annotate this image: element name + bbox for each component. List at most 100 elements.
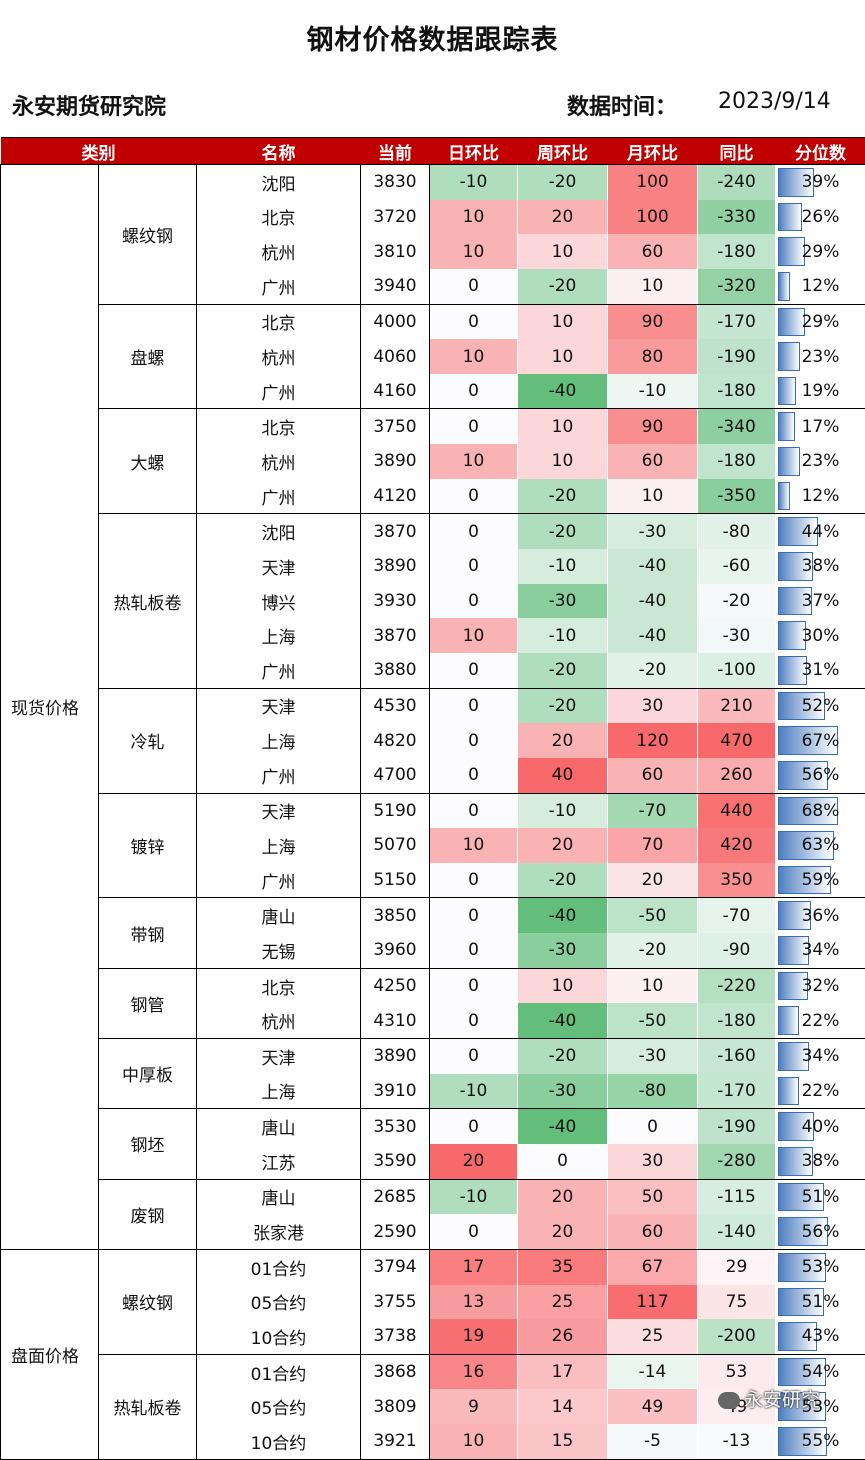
percentile-cell: 39% (776, 165, 865, 200)
weekly-change-cell: 20 (518, 200, 608, 235)
monthly-change-cell: -40 (608, 584, 698, 619)
weekly-change-cell: -30 (518, 933, 608, 968)
product-group-label: 钢坯 (99, 1109, 197, 1179)
product-group-label: 大螺 (99, 409, 197, 514)
percentile-value: 23% (802, 451, 840, 471)
percentile-cell: 26% (776, 200, 865, 235)
percentile-cell: 59% (776, 863, 865, 898)
monthly-change-cell: -40 (608, 618, 698, 653)
current-price: 3830 (361, 165, 430, 200)
percentile-value: 22% (802, 1081, 840, 1101)
weekly-change-cell: 10 (518, 444, 608, 479)
current-price: 3738 (361, 1319, 430, 1354)
current-price: 3810 (361, 234, 430, 269)
location-name: 北京 (197, 409, 361, 444)
monthly-change-cell: 60 (608, 758, 698, 793)
current-price: 3809 (361, 1389, 430, 1424)
weekly-change-cell: -20 (518, 653, 608, 688)
header-daily-change: 日环比 (430, 138, 518, 165)
percentile-cell: 53% (776, 1249, 865, 1284)
yearly-change-cell: -340 (698, 409, 776, 444)
header-yearly-change: 同比 (698, 138, 776, 165)
yearly-change-cell: 350 (698, 863, 776, 898)
current-price: 4530 (361, 688, 430, 723)
weekly-change-cell: -20 (518, 165, 608, 200)
weekly-change-cell: 20 (518, 1179, 608, 1214)
yearly-change-cell: -180 (698, 234, 776, 269)
percentile-value: 53% (802, 1257, 840, 1277)
daily-change-cell: 0 (430, 514, 518, 549)
percentile-value: 68% (802, 801, 840, 821)
location-name: 唐山 (197, 1109, 361, 1144)
weekly-change-cell: -40 (518, 898, 608, 933)
product-group-label: 冷轧 (99, 688, 197, 793)
current-price: 3890 (361, 444, 430, 479)
monthly-change-cell: 70 (608, 828, 698, 863)
percentile-value: 12% (802, 276, 840, 296)
daily-change-cell: 20 (430, 1144, 518, 1179)
percentile-value: 39% (802, 172, 840, 192)
daily-change-cell: 0 (430, 688, 518, 723)
monthly-change-cell: -30 (608, 514, 698, 549)
yearly-change-cell: -80 (698, 514, 776, 549)
percentile-cell: 22% (776, 1074, 865, 1109)
percentile-cell: 56% (776, 758, 865, 793)
current-price: 4060 (361, 339, 430, 374)
weekly-change-cell: 0 (518, 1144, 608, 1179)
weekly-change-cell: -40 (518, 374, 608, 409)
daily-change-cell: 0 (430, 549, 518, 584)
daily-change-cell: 13 (430, 1285, 518, 1320)
daily-change-cell: 10 (430, 339, 518, 374)
location-name: 杭州 (197, 444, 361, 479)
monthly-change-cell: 50 (608, 1179, 698, 1214)
monthly-change-cell: -10 (608, 374, 698, 409)
header-weekly-change: 周环比 (518, 138, 608, 165)
current-price: 3940 (361, 269, 430, 304)
current-price: 4160 (361, 374, 430, 409)
yearly-change-cell: -90 (698, 933, 776, 968)
percentile-bar (778, 308, 805, 337)
yearly-change-cell: 75 (698, 1285, 776, 1320)
daily-change-cell: 10 (430, 828, 518, 863)
current-price: 3890 (361, 1039, 430, 1074)
percentile-value: 44% (802, 522, 840, 542)
percentile-cell: 30% (776, 618, 865, 653)
percentile-bar (778, 203, 802, 232)
weekly-change-cell: -30 (518, 1074, 608, 1109)
weekly-change-cell: 10 (518, 968, 608, 1003)
daily-change-cell: -10 (430, 165, 518, 200)
percentile-cell: 68% (776, 793, 865, 828)
percentile-value: 52% (802, 696, 840, 716)
yearly-change-cell: -240 (698, 165, 776, 200)
yearly-change-cell: 420 (698, 828, 776, 863)
location-name: 杭州 (197, 1003, 361, 1038)
weekly-change-cell: -20 (518, 479, 608, 514)
percentile-value: 32% (802, 976, 840, 996)
page-title: 钢材价格数据跟踪表 (0, 18, 865, 57)
weekly-change-cell: 15 (518, 1424, 608, 1459)
location-name: 北京 (197, 200, 361, 235)
percentile-cell: 34% (776, 933, 865, 968)
monthly-change-cell: 10 (608, 269, 698, 304)
current-price: 3720 (361, 200, 430, 235)
location-name: 上海 (197, 828, 361, 863)
current-price: 2685 (361, 1179, 430, 1214)
location-name: 北京 (197, 304, 361, 339)
percentile-bar (778, 412, 795, 441)
weekly-change-cell: 26 (518, 1319, 608, 1354)
product-group-label: 螺纹钢 (99, 1249, 197, 1354)
current-price: 3910 (361, 1074, 430, 1109)
weekly-change-cell: 17 (518, 1354, 608, 1389)
percentile-value: 56% (802, 765, 840, 785)
location-name: 杭州 (197, 234, 361, 269)
daily-change-cell: 19 (430, 1319, 518, 1354)
monthly-change-cell: 100 (608, 200, 698, 235)
percentile-value: 12% (802, 486, 840, 506)
percentile-value: 29% (802, 242, 840, 262)
weekly-change-cell: 10 (518, 409, 608, 444)
weekly-change-cell: -30 (518, 584, 608, 619)
monthly-change-cell: -70 (608, 793, 698, 828)
